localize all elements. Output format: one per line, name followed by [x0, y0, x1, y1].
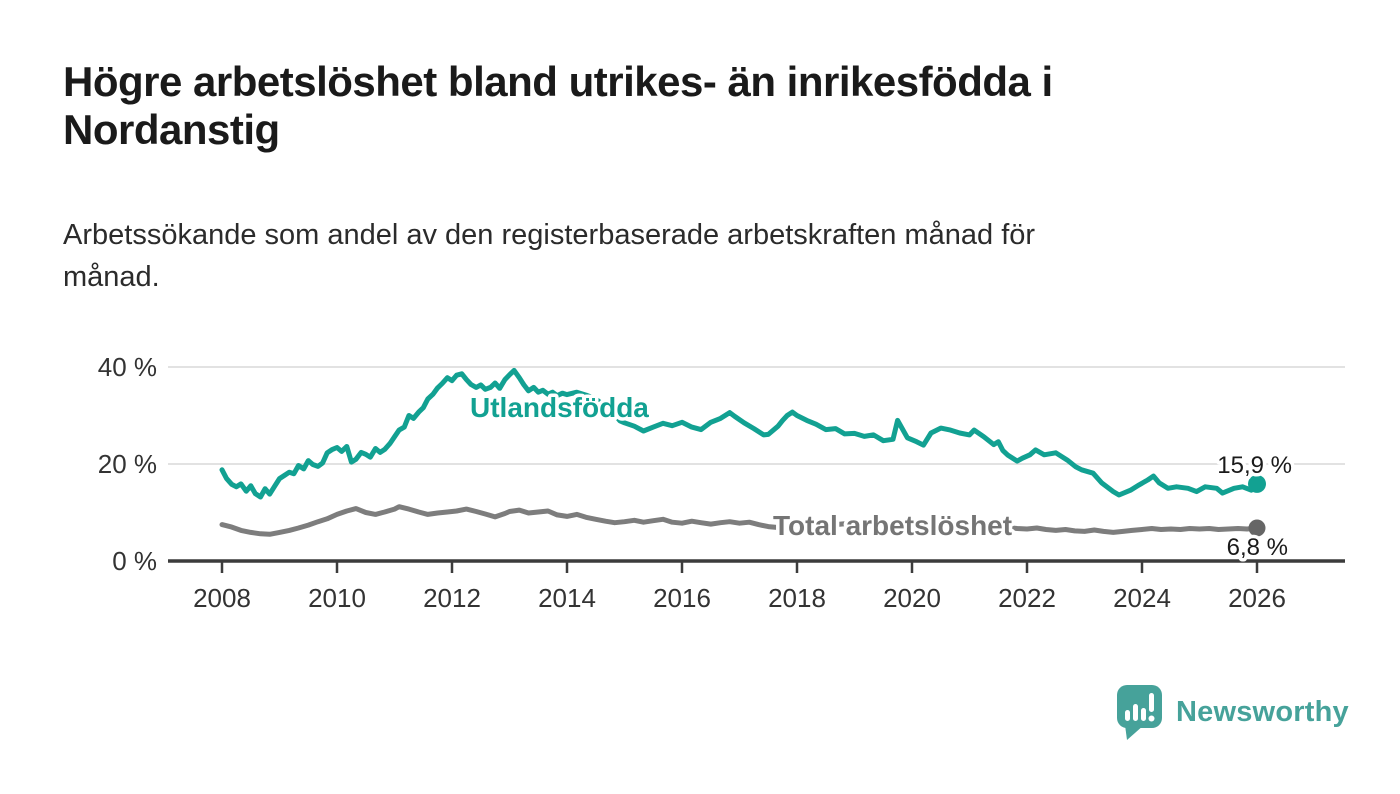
series-line-total — [219, 504, 1260, 537]
page-subtitle-line-2: månad. — [63, 261, 160, 294]
x-axis-tick-label: 2026 — [1228, 583, 1286, 613]
series-end-value-utlandsfodda: 15,9 % — [1217, 452, 1292, 479]
newsworthy-logo: Newsworthy — [1116, 684, 1349, 741]
series-end-dot-total — [1248, 519, 1266, 537]
x-axis-tick-label: 2024 — [1113, 583, 1171, 613]
brand-name: Newsworthy — [1176, 696, 1349, 728]
x-axis-tick-label: 2016 — [653, 583, 711, 613]
series-end-value-total: 6,8 % — [1227, 534, 1288, 561]
y-axis-tick-label: 20 % — [98, 449, 157, 479]
x-axis-tick-label: 2020 — [883, 583, 941, 613]
series-label-total: Total arbetslöshet — [773, 510, 1012, 541]
y-axis-tick-label: 40 % — [98, 352, 157, 382]
page-title: Högre arbetslöshet bland utrikes- än inr… — [63, 58, 1213, 154]
x-axis-tick-label: 2014 — [538, 583, 596, 613]
y-axis-tick-label: 0 % — [112, 546, 157, 576]
series-label-utlandsfodda: Utlandsfödda — [470, 392, 649, 423]
x-axis-tick-label: 2018 — [768, 583, 826, 613]
page-subtitle: Arbetssökande som andel av den registerb… — [63, 214, 1313, 298]
series-end-dot-utlandsfodda — [1248, 474, 1266, 493]
unemployment-line-chart: 0 % 20 % 40 % 2008 2010 2012 2014 2016 2018 2020 2… — [98, 352, 1345, 613]
bar-chart-speech-bubble-icon — [1117, 685, 1162, 740]
series-line-utlandsfodda — [219, 367, 1260, 500]
x-axis-tick-label: 2010 — [308, 583, 366, 613]
x-axis-tick-label: 2022 — [998, 583, 1056, 613]
page-title-line-1: Högre arbetslöshet bland utrikes- än inr… — [63, 58, 1053, 105]
page-title-line-2: Nordanstig — [63, 105, 280, 153]
x-axis-tick-label: 2012 — [423, 583, 481, 613]
page-subtitle-line-1: Arbetssökande som andel av den registerb… — [63, 219, 1036, 251]
x-axis-tick-label: 2008 — [193, 583, 251, 613]
